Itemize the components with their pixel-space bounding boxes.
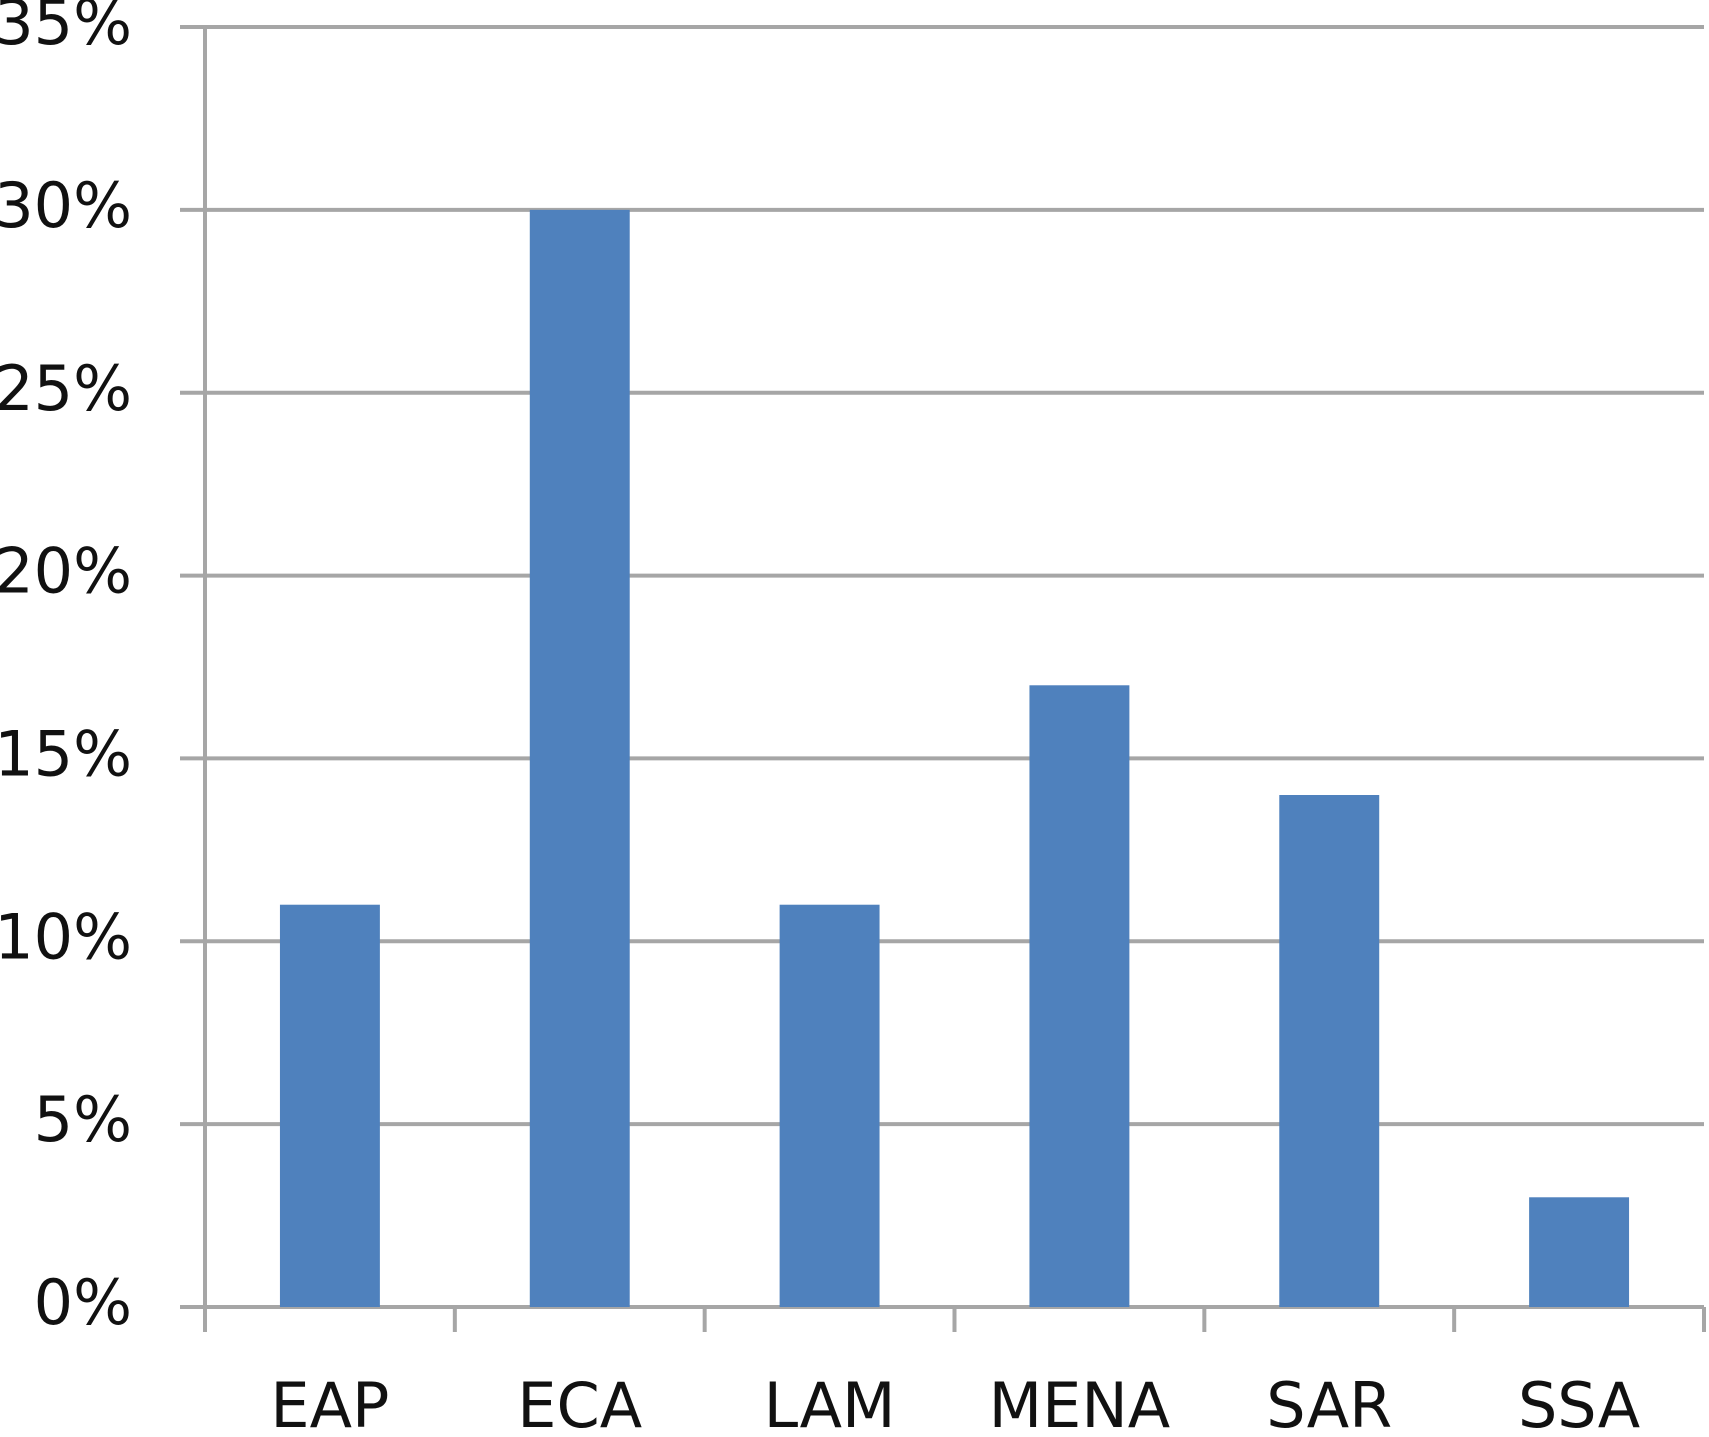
y-tick-label: 5%	[34, 1083, 132, 1156]
x-tick-label: LAM	[764, 1369, 896, 1437]
y-tick-label: 15%	[0, 718, 132, 791]
bar	[1029, 685, 1130, 1307]
bar	[779, 904, 880, 1307]
x-tick-label: SSA	[1518, 1369, 1640, 1437]
y-tick-label: 0%	[34, 1266, 132, 1339]
x-tick-label: MENA	[989, 1369, 1170, 1437]
y-tick-label: 35%	[0, 0, 132, 59]
y-tick-label: 20%	[0, 535, 132, 608]
bar	[1529, 1197, 1630, 1307]
x-tick-label: SAR	[1266, 1369, 1392, 1437]
y-tick-label: 25%	[0, 352, 132, 425]
x-tick-label: ECA	[517, 1369, 642, 1437]
y-tick-label: 30%	[0, 169, 132, 242]
bar	[529, 209, 630, 1307]
bar	[279, 904, 380, 1307]
x-tick-label: EAP	[270, 1369, 389, 1437]
y-tick-label: 10%	[0, 900, 132, 973]
bar	[1279, 795, 1380, 1307]
